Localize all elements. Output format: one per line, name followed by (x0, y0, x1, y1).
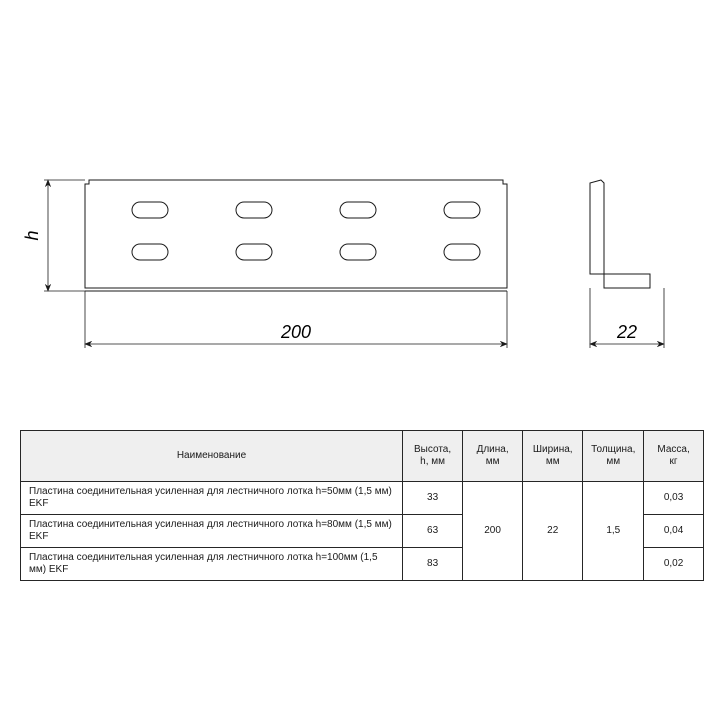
cell-t: 1,5 (583, 482, 644, 581)
col-width-header: Ширина,мм (523, 431, 583, 482)
col-length-header: Длина,мм (463, 431, 523, 482)
dim-200-label: 200 (280, 322, 311, 342)
slot (444, 244, 480, 260)
cell-height: 33 (402, 482, 462, 515)
cell-name: Пластина соединительная усиленная для ле… (21, 482, 403, 515)
col-name-header: Наименование (21, 431, 403, 482)
cell-height: 63 (402, 515, 462, 548)
cell-w: 22 (523, 482, 583, 581)
dim-h-label: h (22, 230, 42, 240)
slot (340, 244, 376, 260)
slot (132, 244, 168, 260)
col-height-header: Высота,h, мм (402, 431, 462, 482)
slot (340, 202, 376, 218)
col-thickness-header: Толщина,мм (583, 431, 644, 482)
table-row: Пластина соединительная усиленная для ле… (21, 482, 704, 515)
cell-height: 83 (402, 548, 462, 581)
cell-mass: 0,02 (644, 548, 704, 581)
cell-name: Пластина соединительная усиленная для ле… (21, 548, 403, 581)
technical-drawing: h 200 22 (0, 0, 724, 420)
cell-name: Пластина соединительная усиленная для ле… (21, 515, 403, 548)
table-header-row: Наименование Высота,h, мм Длина,мм Ширин… (21, 431, 704, 482)
slot (236, 202, 272, 218)
col-mass-header: Масса,кг (644, 431, 704, 482)
front-plate (85, 180, 507, 288)
cell-l: 200 (463, 482, 523, 581)
slot (132, 202, 168, 218)
dim-22-label: 22 (616, 322, 637, 342)
cell-mass: 0,04 (644, 515, 704, 548)
side-profile (590, 180, 650, 288)
slot (444, 202, 480, 218)
spec-table: Наименование Высота,h, мм Длина,мм Ширин… (20, 430, 704, 581)
cell-mass: 0,03 (644, 482, 704, 515)
slot (236, 244, 272, 260)
